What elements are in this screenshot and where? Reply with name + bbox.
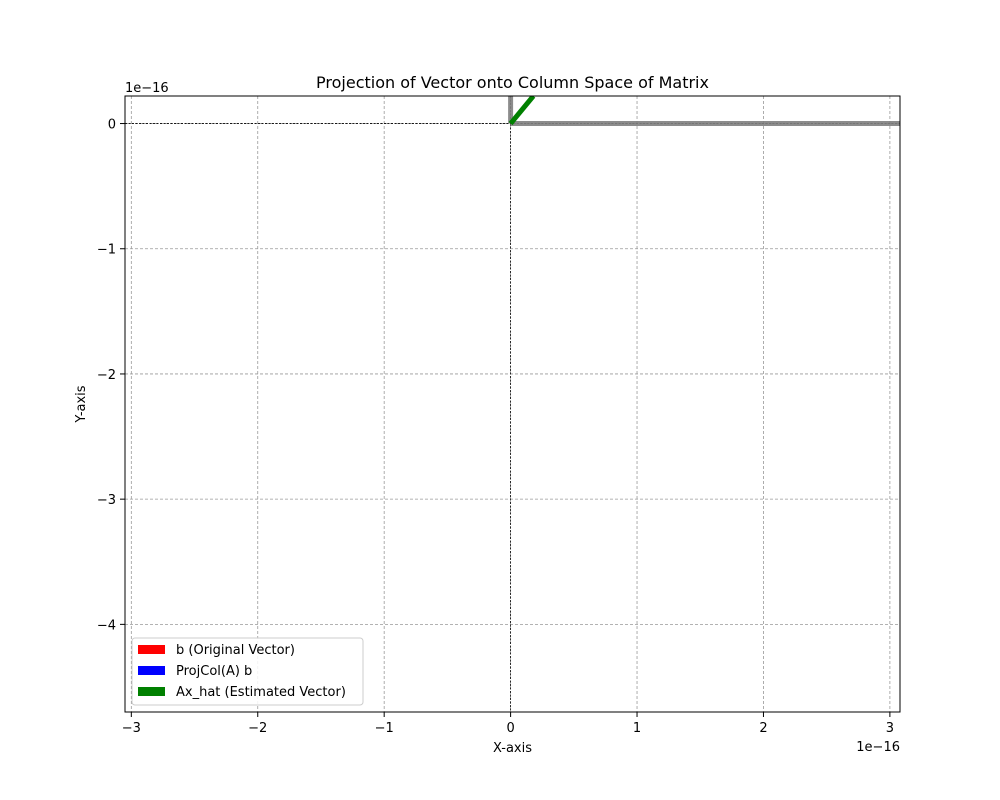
x-offset-label: 1e−16 xyxy=(856,740,900,755)
legend-label-0: b (Original Vector) xyxy=(176,643,295,658)
legend-swatch-0 xyxy=(138,645,165,654)
x-tick-label: 2 xyxy=(759,721,767,736)
x-tick-label: −1 xyxy=(375,721,394,736)
y-tick-label: 0 xyxy=(108,118,116,133)
y-tick-label: −3 xyxy=(97,493,116,508)
plot-area xyxy=(125,96,900,712)
series-layer xyxy=(508,96,900,127)
x-ticks: −3 −2 −1 0 1 2 3 xyxy=(122,712,894,736)
legend-label-1: ProjCol(A) b xyxy=(176,664,252,679)
legend-swatch-2 xyxy=(138,687,165,696)
y-tick-label: −4 xyxy=(97,618,116,633)
plot-frame xyxy=(124,95,901,713)
x-tick-label: −3 xyxy=(122,721,141,736)
y-tick-label: −1 xyxy=(97,243,116,258)
y-ticks: 0 −1 −2 −3 −4 xyxy=(97,118,125,633)
legend-box xyxy=(131,637,364,706)
y-tick-label: −2 xyxy=(97,368,116,383)
x-tick-label: −2 xyxy=(248,721,267,736)
x-axis-label: X-axis xyxy=(493,741,532,756)
x-tick-label: 0 xyxy=(506,721,514,736)
legend: b (Original Vector) ProjCol(A) b Ax_hat (E… xyxy=(131,637,364,706)
x-tick-label: 3 xyxy=(886,721,894,736)
legend-swatch-1 xyxy=(138,666,165,675)
legend-label-2: Ax_hat (Estimated Vector) xyxy=(176,685,346,700)
x-tick-label: 1 xyxy=(633,721,641,736)
y-offset-label: 1e−16 xyxy=(125,81,169,96)
series-vector-2 xyxy=(508,96,536,126)
chart-title: Projection of Vector onto Column Space o… xyxy=(316,73,709,92)
y-axis-label: Y-axis xyxy=(74,385,89,423)
